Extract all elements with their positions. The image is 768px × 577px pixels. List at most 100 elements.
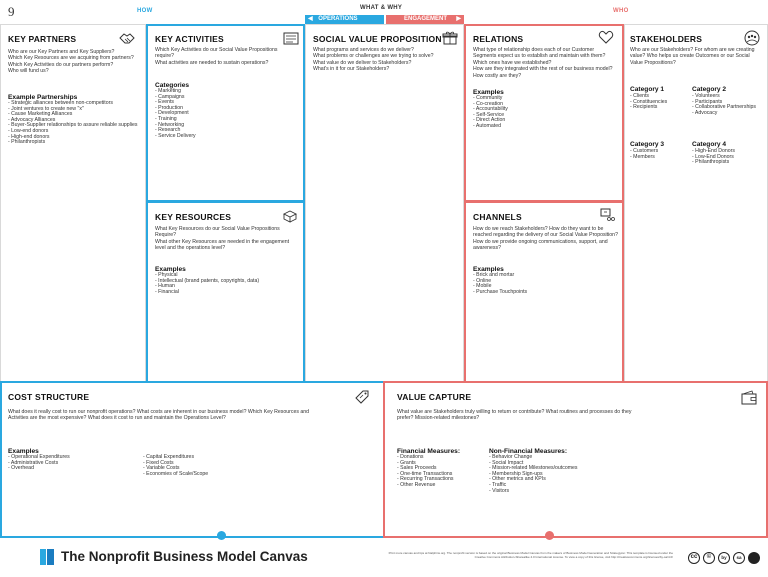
key-resources-questions: What Key Resources do our Social Value P… xyxy=(155,226,290,252)
key-activities-questions: Which Key Activities do our Social Value… xyxy=(155,47,278,66)
list-item: High-end donors xyxy=(8,134,138,141)
list-item: Philanthropists xyxy=(8,140,138,146)
list-item: Production xyxy=(155,105,295,112)
list-item: Operational Expenditures xyxy=(8,454,128,461)
list-item: Low-End Donors xyxy=(692,154,762,161)
list-item: Brick and mortar xyxy=(473,272,613,279)
list-item: Co-creation xyxy=(473,101,613,108)
list-item: Events xyxy=(155,100,295,106)
value-capture-box xyxy=(383,381,768,538)
list-item: Recipients xyxy=(630,105,690,111)
list-item: Other metrics and KPIs xyxy=(489,477,609,483)
relations-title: RELATIONS xyxy=(473,34,524,44)
extra-badge-icon xyxy=(748,552,760,564)
stakeholders-cat2-list: VolunteersParticipantsCollaborative Part… xyxy=(692,93,762,117)
value-capture-financial-title: Financial Measures: xyxy=(397,448,461,455)
list-item: Donations xyxy=(397,454,487,461)
list-item: Strategic alliances between non-competit… xyxy=(8,100,138,107)
brand-title: The Nonprofit Business Model Canvas xyxy=(61,549,308,564)
list-item: Customers xyxy=(630,148,690,155)
stakeholders-cat3-title: Category 3 xyxy=(630,141,665,148)
social-value-title: SOCIAL VALUE PROPOSITION xyxy=(313,34,442,44)
stakeholders-cat1-list: ClientsConstituenciesRecipients xyxy=(630,93,690,111)
list-item: Participants xyxy=(692,99,762,106)
sharealike-icon: sa xyxy=(733,552,745,564)
list-item: Marketing xyxy=(155,88,295,95)
channels-title: CHANNELS xyxy=(473,212,522,222)
handshake-icon xyxy=(119,33,135,44)
channels-questions: How do we reach Stakeholders? How do the… xyxy=(473,226,618,252)
key-resources-title: KEY RESOURCES xyxy=(155,212,232,222)
channels-examples-list: Brick and mortarOnlineMobilePurchase Tou… xyxy=(473,272,613,295)
key-activities-categories-list: MarketingCampaignsEventsProductionDevelo… xyxy=(155,88,295,140)
stakeholders-cat4-title: Category 4 xyxy=(692,141,727,148)
truck-icon xyxy=(600,208,615,221)
list-item: Low-end donors xyxy=(8,128,138,135)
key-partners-examples-list: Strategic alliances between non-competit… xyxy=(8,100,138,146)
list-item: Philanthropists xyxy=(692,160,762,166)
brand-logo xyxy=(40,549,54,565)
list-item: Financial xyxy=(155,289,295,296)
cost-structure-dot xyxy=(217,531,226,540)
list-item: Service Delivery xyxy=(155,133,295,140)
list-item: One-time Transactions xyxy=(397,471,487,478)
gift-icon xyxy=(442,31,458,45)
engagement-label: ENGAGEMENT xyxy=(404,16,448,22)
list-item: Direct Action xyxy=(473,118,613,124)
list-item: Campaigns xyxy=(155,94,295,101)
list-item: Advocacy xyxy=(692,110,762,117)
list-item: Social Impact xyxy=(489,460,609,467)
heart-icon xyxy=(598,31,614,44)
list-item: Administrative Costs xyxy=(8,460,128,467)
key-partners-box xyxy=(0,24,146,383)
operations-tab: ◀ OPERATIONS xyxy=(305,15,384,24)
stakeholders-cat1-title: Category 1 xyxy=(630,86,665,93)
list-item: Self-Service xyxy=(473,112,613,119)
list-item: Clients xyxy=(630,93,690,100)
list-item: Behavior Change xyxy=(489,454,609,461)
copyright-icon: © xyxy=(703,552,715,564)
list-item: Intellectual (brand patents, copyrights,… xyxy=(155,278,295,285)
list-item: Collaborative Partnerships xyxy=(692,105,762,111)
list-item: Cause Marketing Alliances xyxy=(8,112,138,118)
list-item: Mobile xyxy=(473,284,613,290)
cost-structure-col2-list: Capital ExpendituresFixed CostsVariable … xyxy=(143,454,263,478)
key-resources-examples-title: Examples xyxy=(155,266,186,273)
list-item: Sales Proceeds xyxy=(397,466,487,472)
channels-examples-title: Examples xyxy=(473,266,504,273)
list-item: Other Revenue xyxy=(397,482,487,489)
list-item: Volunteers xyxy=(692,93,762,100)
list-item: Visitors xyxy=(489,488,609,495)
list-item: Economies of Scale/Scope xyxy=(143,471,263,478)
value-capture-questions: What value are Stakeholders truly willin… xyxy=(397,409,632,422)
what-why-label: WHAT & WHY xyxy=(360,5,403,11)
key-resources-examples-list: PhysicalIntellectual (brand patents, cop… xyxy=(155,272,295,296)
engagement-tab: ENGAGEMENT ▶ xyxy=(386,15,464,24)
relations-questions: What type of relationship does each of o… xyxy=(473,47,613,79)
social-value-box xyxy=(305,24,464,383)
list-item: Overhead xyxy=(8,466,128,472)
stakeholders-cat4-list: High-End DonorsLow-End DonorsPhilanthrop… xyxy=(692,148,762,166)
list-item: Mission-related Milestones/outcomes xyxy=(489,466,609,472)
key-partners-questions: Who are our Key Partners and Key Supplie… xyxy=(8,49,134,75)
key-activities-categories-title: Categories xyxy=(155,82,190,89)
cost-structure-examples-title: Examples xyxy=(8,448,39,455)
stakeholders-cat3-list: CustomersMembers xyxy=(630,148,690,161)
list-item: Members xyxy=(630,154,690,161)
list-item: Physical xyxy=(155,272,295,279)
key-activities-title: KEY ACTIVITIES xyxy=(155,34,224,44)
list-item: Community xyxy=(473,95,613,102)
how-label: HOW xyxy=(137,8,153,14)
list-item: Recurring Transactions xyxy=(397,477,487,483)
cost-structure-questions: What does it really cost to run our nonp… xyxy=(8,409,310,422)
social-value-questions: What programs and services do we deliver… xyxy=(313,47,434,73)
list-item: Advocacy Alliances xyxy=(8,117,138,124)
list-item: Online xyxy=(473,278,613,285)
arrow-right-icon: ▶ xyxy=(456,16,461,22)
list-item: Traffic xyxy=(489,482,609,489)
wallet-icon xyxy=(741,390,757,405)
list-item: Buyer-Supplier relationships to assure r… xyxy=(8,123,138,129)
value-capture-title: VALUE CAPTURE xyxy=(397,392,472,402)
list-item: Development xyxy=(155,111,295,117)
stakeholders-cat2-title: Category 2 xyxy=(692,86,727,93)
